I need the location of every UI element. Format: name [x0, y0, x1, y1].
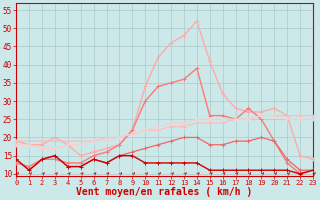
X-axis label: Vent moyen/en rafales ( km/h ): Vent moyen/en rafales ( km/h ) — [76, 187, 253, 197]
